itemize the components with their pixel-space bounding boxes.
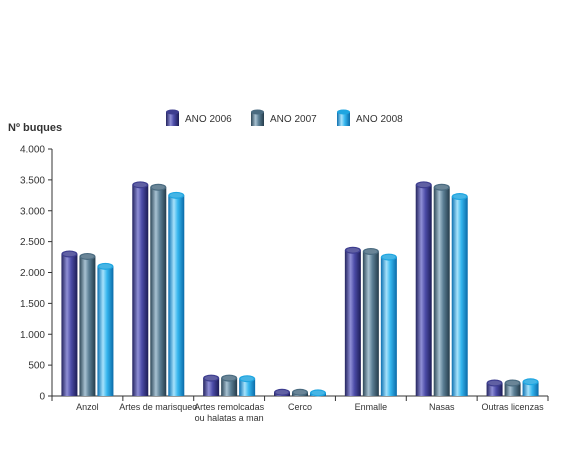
y-tick-label: 4.000 (20, 145, 45, 156)
legend-item: ANO 2008 (337, 109, 403, 126)
bar (433, 183, 450, 396)
x-tick-label: Enmalle (355, 402, 388, 412)
bar (486, 379, 503, 396)
x-tick-label: Artes de marisqueo (119, 402, 197, 412)
bar (61, 250, 78, 396)
bar (79, 252, 96, 396)
y-tick-label: 500 (28, 361, 45, 372)
bar (310, 389, 326, 397)
legend-label: ANO 2008 (356, 114, 403, 125)
legend-item: ANO 2007 (251, 109, 317, 126)
y-tick-label: 2.000 (20, 268, 45, 279)
legend-label: ANO 2006 (185, 114, 232, 125)
y-tick-label: 3.000 (20, 206, 45, 217)
bar (203, 374, 220, 396)
legend-item: ANO 2006 (166, 109, 232, 126)
legend: ANO 2006 ANO 2007 ANO 2008 (166, 109, 403, 126)
bar (132, 181, 149, 396)
bar (239, 375, 256, 396)
bar (344, 246, 361, 396)
bar (415, 181, 432, 396)
bar (522, 378, 539, 396)
y-tick-label: 0 (39, 392, 45, 403)
y-tick-label: 1.000 (20, 330, 45, 341)
bar (274, 388, 290, 396)
x-tick-label: Outras licenzas (482, 402, 545, 412)
bar (292, 388, 308, 396)
bar (168, 191, 185, 396)
x-tick-label: Cerco (288, 402, 312, 412)
legend-swatch (251, 112, 264, 126)
bar (380, 253, 397, 396)
legend-swatch (337, 112, 350, 126)
bar (221, 374, 238, 396)
bars (61, 181, 539, 397)
y-tick-label: 2.500 (20, 237, 45, 248)
bar (451, 193, 468, 396)
legend-swatch (166, 112, 179, 126)
x-tick-label: Artes remolcadas ou halatas a man (194, 402, 265, 423)
legend-label: ANO 2007 (270, 114, 317, 125)
y-tick-label: 1.500 (20, 299, 45, 310)
x-tick-label: Anzol (76, 402, 99, 412)
bar (362, 248, 379, 396)
bar (150, 183, 167, 396)
y-tick-label: 3.500 (20, 175, 45, 186)
bar (97, 262, 114, 396)
y-axis: 0 500 1.000 1.500 2.000 2.500 3.000 3.500 4.000 (20, 145, 53, 403)
bar (504, 379, 521, 396)
x-tick-label: Nasas (429, 402, 455, 412)
y-axis-label: Nº buques (8, 122, 62, 134)
